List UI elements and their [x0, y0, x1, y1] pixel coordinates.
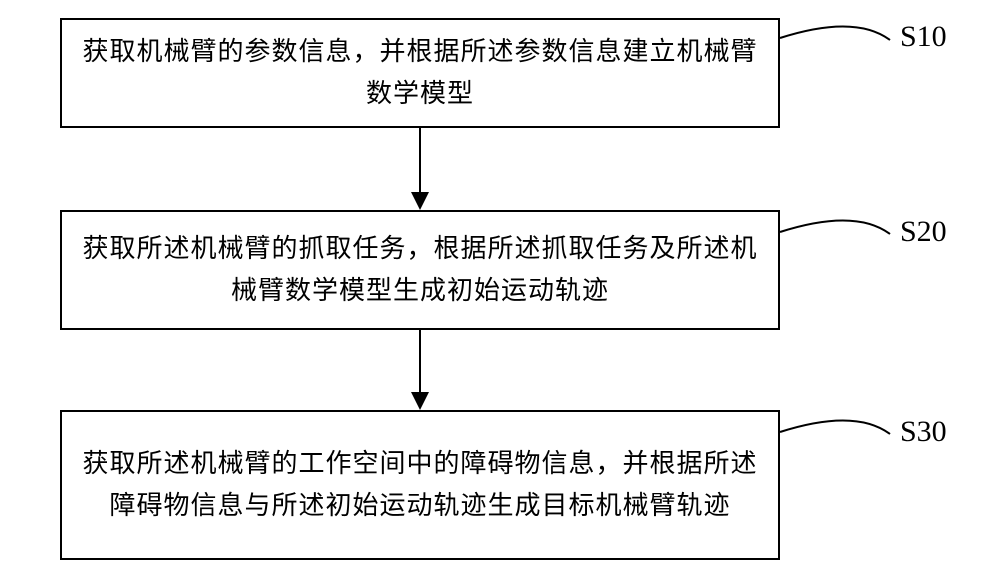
- step-label-s10: S10: [900, 20, 947, 54]
- flowchart-canvas: 获取机械臂的参数信息，并根据所述参数信息建立机械臂数学模型 S10 获取所述机械…: [0, 0, 1000, 579]
- callout-s10: [780, 26, 890, 40]
- step-box-s20: 获取所述机械臂的抓取任务，根据所述抓取任务及所述机械臂数学模型生成初始运动轨迹: [60, 210, 780, 330]
- arrow-2: [411, 330, 429, 410]
- step-box-s10: 获取机械臂的参数信息，并根据所述参数信息建立机械臂数学模型: [60, 18, 780, 128]
- callout-s30: [780, 420, 890, 434]
- step-text-s30: 获取所述机械臂的工作空间中的障碍物信息，并根据所述障碍物信息与所述初始运动轨迹生…: [82, 443, 758, 526]
- arrow-1: [411, 128, 429, 210]
- step-text-s10: 获取机械臂的参数信息，并根据所述参数信息建立机械臂数学模型: [82, 31, 758, 114]
- step-label-s30: S30: [900, 415, 947, 449]
- step-box-s30: 获取所述机械臂的工作空间中的障碍物信息，并根据所述障碍物信息与所述初始运动轨迹生…: [60, 410, 780, 560]
- step-text-s20: 获取所述机械臂的抓取任务，根据所述抓取任务及所述机械臂数学模型生成初始运动轨迹: [82, 228, 758, 311]
- callout-s20: [780, 220, 890, 234]
- step-label-s20: S20: [900, 215, 947, 249]
